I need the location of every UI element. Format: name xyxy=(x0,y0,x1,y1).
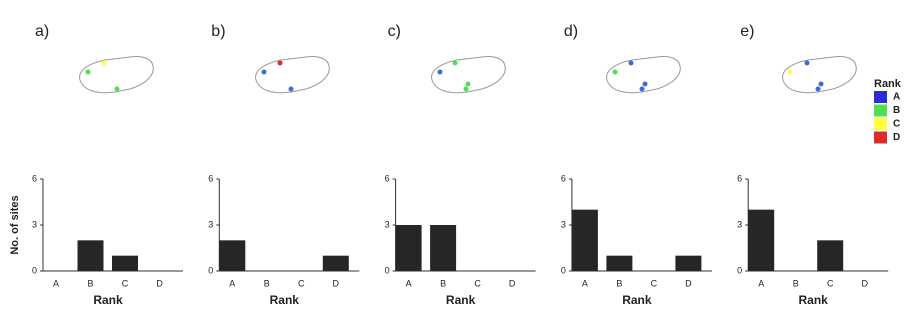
legend-label: D xyxy=(893,132,900,143)
y-tick-label: 6 xyxy=(32,173,37,183)
map xyxy=(431,56,506,94)
y-tick-label: 3 xyxy=(737,219,742,229)
legend-label: C xyxy=(893,119,900,130)
y-tick-label: 0 xyxy=(32,265,37,275)
x-tick-label: C xyxy=(827,278,834,288)
panel-label: a) xyxy=(35,23,49,40)
bar xyxy=(430,225,457,271)
legend-swatch xyxy=(874,104,887,117)
x-tick-label: D xyxy=(509,278,516,288)
x-tick-label: B xyxy=(440,278,446,288)
bar xyxy=(395,225,422,271)
legend-title: Rank xyxy=(874,78,902,90)
legend-label: B xyxy=(893,105,900,116)
x-tick-label: C xyxy=(298,278,305,288)
x-tick-label: B xyxy=(616,278,622,288)
x-tick-label: B xyxy=(87,278,93,288)
panel-label: d) xyxy=(564,23,578,40)
legend-swatch xyxy=(874,131,887,144)
x-tick-label: C xyxy=(651,278,658,288)
y-tick-label: 3 xyxy=(561,219,566,229)
legend-label: A xyxy=(893,92,900,103)
panel-label: e) xyxy=(740,23,754,40)
x-tick-label: A xyxy=(758,278,764,288)
x-axis-label: Rank xyxy=(622,293,652,307)
x-tick-label: C xyxy=(122,278,129,288)
x-tick-label: C xyxy=(474,278,481,288)
x-tick-label: A xyxy=(406,278,412,288)
y-tick-label: 0 xyxy=(737,265,742,275)
x-tick-label: A xyxy=(229,278,235,288)
legend-swatch xyxy=(874,118,887,130)
map xyxy=(606,56,681,94)
bar xyxy=(112,255,138,271)
bar xyxy=(322,255,349,271)
panel-label: c) xyxy=(388,23,401,40)
map xyxy=(782,56,857,94)
bar xyxy=(748,209,775,271)
y-tick-label: 0 xyxy=(385,265,390,275)
bar xyxy=(817,240,844,271)
x-axis-label: Rank xyxy=(446,293,476,307)
x-tick-label: B xyxy=(793,278,799,288)
y-tick-label: 3 xyxy=(208,219,213,229)
x-axis-label: Rank xyxy=(270,293,300,307)
bar xyxy=(77,240,104,271)
x-axis-label: Rank xyxy=(93,293,123,307)
x-tick-label: B xyxy=(264,278,270,288)
y-tick-label: 3 xyxy=(32,219,37,229)
map xyxy=(79,56,154,94)
x-tick-label: D xyxy=(685,278,692,288)
x-tick-label: A xyxy=(582,278,588,288)
y-tick-label: 6 xyxy=(208,173,213,183)
legend-swatch xyxy=(874,91,887,103)
y-axis-label: No. of sites xyxy=(9,195,21,254)
y-tick-label: 6 xyxy=(561,173,566,183)
y-tick-label: 0 xyxy=(208,265,213,275)
y-tick-label: 3 xyxy=(385,219,390,229)
y-tick-label: 0 xyxy=(561,265,566,275)
y-tick-label: 6 xyxy=(385,173,390,183)
bar xyxy=(606,255,633,271)
x-tick-label: A xyxy=(53,278,59,288)
bar xyxy=(675,255,702,271)
bar xyxy=(571,209,598,271)
y-tick-label: 6 xyxy=(737,173,742,183)
x-axis-label: Rank xyxy=(799,293,829,307)
x-tick-label: D xyxy=(156,278,163,288)
panel-label: b) xyxy=(211,23,225,40)
map xyxy=(255,56,330,94)
x-tick-label: D xyxy=(333,278,340,288)
bar xyxy=(219,240,246,271)
x-tick-label: D xyxy=(861,278,868,288)
